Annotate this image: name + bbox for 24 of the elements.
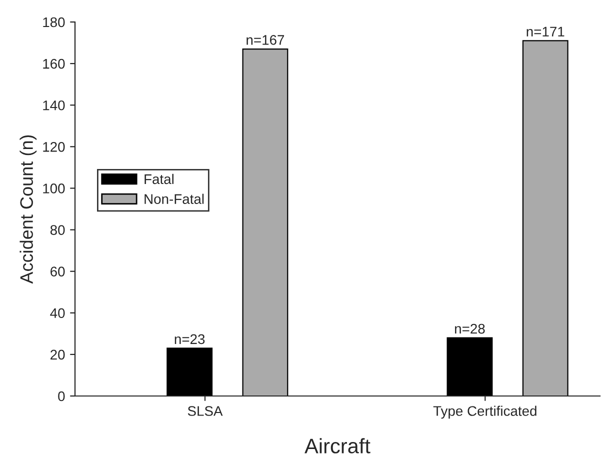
- data-label: n=167: [246, 35, 284, 45]
- bar: [522, 40, 568, 396]
- x-tick-label: SLSA: [188, 406, 223, 416]
- y-tick-label: 180: [43, 17, 65, 28]
- y-tick-label: 60: [50, 266, 65, 277]
- data-label: n=171: [526, 26, 564, 36]
- data-label: n=28: [455, 324, 485, 334]
- x-axis-title: Aircraft: [304, 438, 370, 454]
- y-tick-label: 0: [58, 391, 65, 402]
- y-tick-label: 20: [50, 350, 65, 360]
- legend-label: Fatal: [144, 174, 174, 184]
- legend-label: Non-Fatal: [144, 194, 204, 204]
- bar: [166, 348, 213, 396]
- bar: [242, 48, 288, 396]
- y-axis-title: Accident Count (n): [20, 135, 37, 284]
- y-tick-label: 160: [43, 58, 65, 69]
- y-tick-label: 120: [43, 142, 65, 152]
- y-tick-label: 40: [50, 308, 65, 318]
- x-tick-label: Type Certificated: [433, 406, 536, 419]
- y-tick-label: 140: [43, 100, 65, 110]
- data-label: n=23: [174, 334, 205, 344]
- y-tick-label: 100: [43, 184, 65, 194]
- bar: [446, 337, 493, 396]
- y-tick-label: 80: [50, 225, 65, 235]
